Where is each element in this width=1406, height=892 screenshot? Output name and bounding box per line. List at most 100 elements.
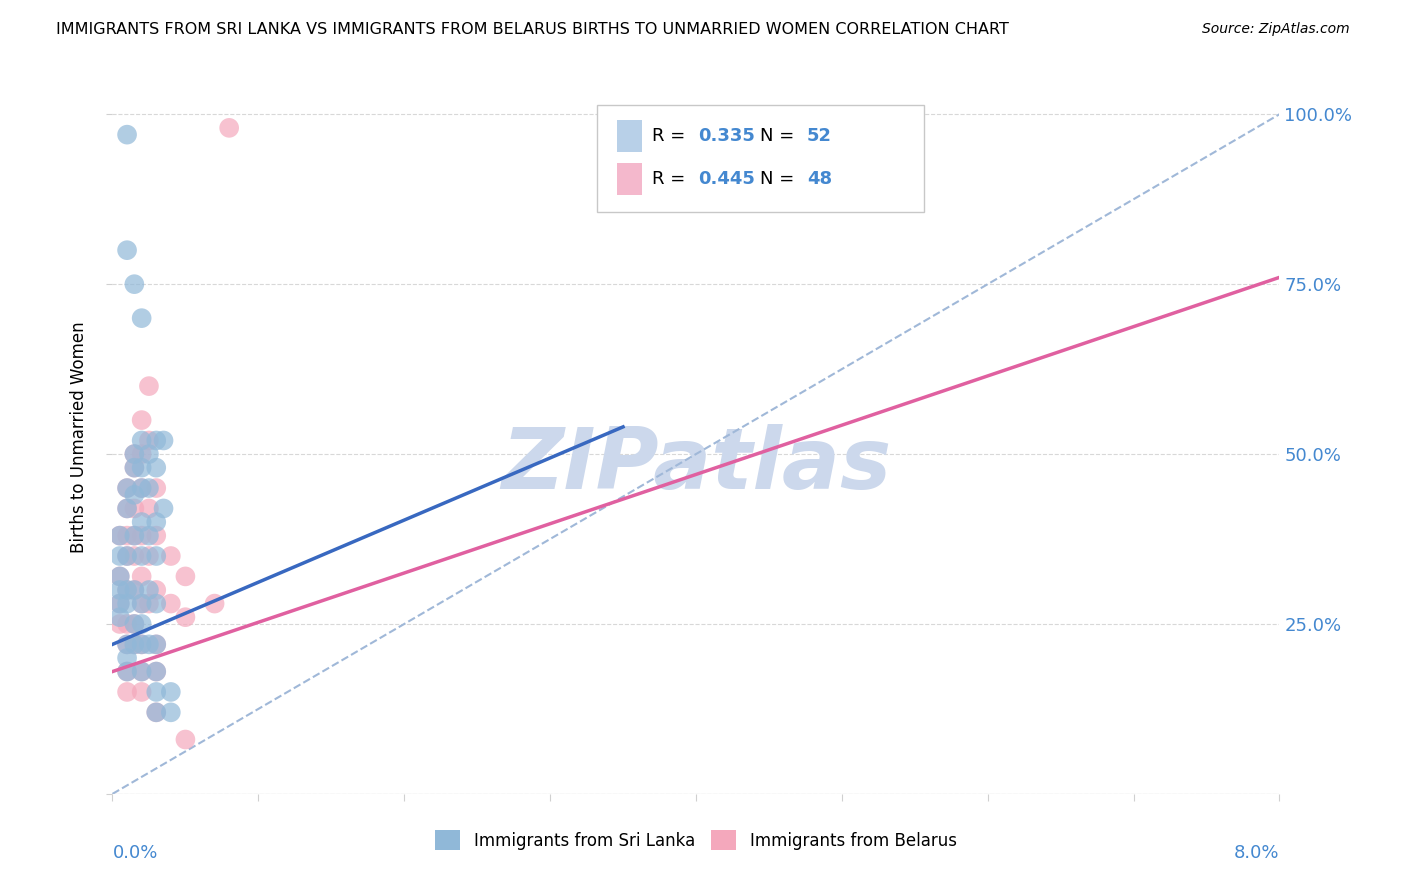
Point [174, 569, 197, 583]
Point [115, 528, 138, 542]
Point [131, 413, 153, 427]
Point [124, 617, 146, 632]
Text: N =: N = [761, 127, 800, 145]
Point [145, 637, 167, 651]
Point [131, 481, 153, 495]
Point [138, 549, 160, 563]
Point [145, 637, 167, 651]
Point [145, 706, 167, 720]
Point [138, 447, 160, 461]
Point [145, 582, 167, 597]
Point [131, 481, 153, 495]
Point [145, 665, 167, 679]
Point [152, 501, 174, 516]
Text: R =: R = [651, 127, 690, 145]
Point [115, 549, 138, 563]
Point [115, 665, 138, 679]
Point [174, 732, 197, 747]
Point [145, 460, 167, 475]
Point [124, 447, 146, 461]
Point [138, 434, 160, 448]
Text: 8.0%: 8.0% [1234, 844, 1279, 862]
Point [115, 665, 138, 679]
Point [124, 582, 146, 597]
Point [138, 597, 160, 611]
Point [124, 460, 146, 475]
Point [115, 501, 138, 516]
Point [204, 597, 226, 611]
Point [124, 582, 146, 597]
Point [138, 582, 160, 597]
Point [131, 665, 153, 679]
Point [115, 128, 138, 142]
Point [115, 637, 138, 651]
Point [160, 685, 183, 699]
Point [131, 637, 153, 651]
Text: IMMIGRANTS FROM SRI LANKA VS IMMIGRANTS FROM BELARUS BIRTHS TO UNMARRIED WOMEN C: IMMIGRANTS FROM SRI LANKA VS IMMIGRANTS … [56, 22, 1010, 37]
Point [124, 501, 146, 516]
Point [115, 243, 138, 257]
Point [124, 617, 146, 632]
Text: 48: 48 [807, 169, 832, 187]
Point [160, 597, 183, 611]
Point [124, 488, 146, 502]
Point [131, 637, 153, 651]
Y-axis label: Births to Unmarried Women: Births to Unmarried Women [70, 321, 89, 553]
FancyBboxPatch shape [596, 105, 924, 212]
Point [138, 379, 160, 393]
Point [138, 528, 160, 542]
Point [124, 528, 146, 542]
Point [145, 706, 167, 720]
Point [108, 569, 131, 583]
Text: 52: 52 [807, 127, 832, 145]
Point [131, 528, 153, 542]
Point [131, 597, 153, 611]
Point [108, 569, 131, 583]
Point [131, 569, 153, 583]
Point [145, 434, 167, 448]
Text: 0.0%: 0.0% [112, 844, 157, 862]
Point [145, 665, 167, 679]
Point [124, 447, 146, 461]
Point [131, 617, 153, 632]
Point [108, 582, 131, 597]
Point [145, 549, 167, 563]
Point [115, 617, 138, 632]
Point [131, 460, 153, 475]
Bar [617, 162, 643, 194]
Point [108, 617, 131, 632]
Text: Source: ZipAtlas.com: Source: ZipAtlas.com [1202, 22, 1350, 37]
Point [124, 549, 146, 563]
Point [152, 434, 174, 448]
Point [124, 637, 146, 651]
Point [145, 515, 167, 529]
Point [115, 637, 138, 651]
Point [124, 277, 146, 292]
Point [131, 665, 153, 679]
Point [131, 434, 153, 448]
Point [131, 515, 153, 529]
Point [131, 685, 153, 699]
Point [108, 549, 131, 563]
Text: N =: N = [761, 169, 800, 187]
Point [124, 528, 146, 542]
Point [108, 597, 131, 611]
Point [115, 582, 138, 597]
Point [108, 528, 131, 542]
Point [124, 637, 146, 651]
Text: ZIPatlas: ZIPatlas [501, 424, 891, 508]
Point [145, 528, 167, 542]
Point [131, 597, 153, 611]
Bar [617, 120, 643, 152]
Point [138, 637, 160, 651]
Point [115, 501, 138, 516]
Point [131, 447, 153, 461]
Point [115, 549, 138, 563]
Point [115, 481, 138, 495]
Point [138, 501, 160, 516]
Text: 0.335: 0.335 [699, 127, 755, 145]
Point [218, 120, 240, 135]
Point [115, 685, 138, 699]
Point [145, 685, 167, 699]
Point [131, 311, 153, 326]
